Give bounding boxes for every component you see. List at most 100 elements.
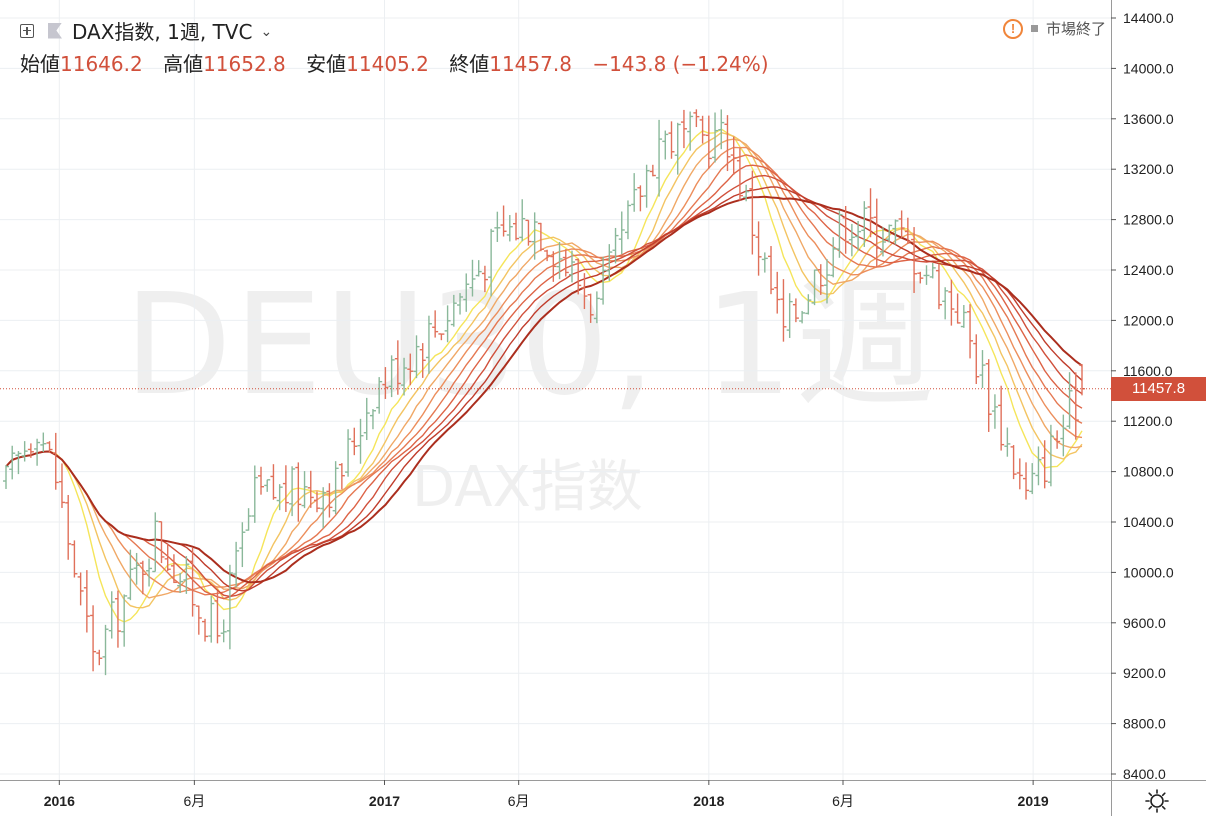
ohlc-bars bbox=[3, 109, 1085, 676]
ma-line-11 bbox=[5, 131, 1083, 609]
ohlc-bar bbox=[102, 624, 109, 676]
ohlc-bar bbox=[935, 263, 942, 310]
ohlc-bar bbox=[699, 115, 706, 144]
x-tick-label: 2018 bbox=[693, 793, 724, 809]
ohlc-bar bbox=[817, 264, 824, 295]
open-label: 始値 bbox=[20, 52, 60, 76]
ohlc-bar bbox=[282, 465, 289, 512]
ohlc-bar bbox=[537, 222, 544, 252]
ohlc-bar bbox=[942, 287, 949, 320]
close-label: 終値 bbox=[449, 52, 490, 76]
ohlc-bar bbox=[911, 227, 918, 293]
market-status[interactable]: ! 市場終了 bbox=[1002, 18, 1106, 39]
y-tick-label: 13200.0 bbox=[1123, 161, 1174, 177]
ohlc-bar bbox=[208, 595, 215, 643]
ohlc-bar bbox=[258, 466, 265, 495]
ohlc-bar bbox=[668, 121, 675, 159]
ohlc-bar bbox=[438, 333, 445, 341]
y-tick-label: 13600.0 bbox=[1123, 111, 1174, 127]
ohlc-bar bbox=[712, 112, 719, 163]
ohlc-bar bbox=[158, 521, 165, 564]
ohlc-bar bbox=[195, 605, 202, 635]
ohlc-bar bbox=[1016, 458, 1023, 490]
ohlc-bar bbox=[83, 570, 90, 633]
ohlc-bar bbox=[886, 224, 893, 243]
ohlc-bar bbox=[338, 463, 345, 490]
ohlc-bar bbox=[892, 219, 899, 245]
y-tick-label: 10800.0 bbox=[1123, 464, 1174, 480]
ohlc-bar bbox=[967, 304, 974, 359]
gear-icon[interactable] bbox=[1144, 788, 1170, 814]
grid bbox=[0, 0, 1111, 780]
ohlc-bar bbox=[612, 227, 619, 264]
high-value: 11652.8 bbox=[203, 52, 286, 76]
ohlc-bar bbox=[183, 556, 190, 594]
ohlc-bar bbox=[413, 335, 420, 379]
ohlc-bar bbox=[500, 205, 507, 237]
ohlc-bar bbox=[506, 215, 513, 242]
ohlc-bar bbox=[270, 464, 277, 500]
ohlc-bar bbox=[1010, 445, 1017, 480]
ohlc-bar bbox=[164, 543, 171, 572]
ma-line-29 bbox=[5, 186, 1083, 592]
ohlc-bar bbox=[295, 462, 302, 522]
ohlc-bar bbox=[624, 200, 631, 240]
ohlc-bar bbox=[432, 310, 439, 338]
open-value: 11646.2 bbox=[60, 52, 143, 76]
ohlc-bar bbox=[34, 438, 41, 466]
ohlc-bar bbox=[923, 265, 930, 285]
ohlc-bar bbox=[214, 591, 221, 644]
low-value: 11405.2 bbox=[346, 52, 429, 76]
ohlc-bar bbox=[960, 305, 967, 328]
ohlc-bar bbox=[743, 184, 750, 202]
ma-line-14 bbox=[5, 138, 1083, 599]
y-tick-label: 12400.0 bbox=[1123, 262, 1174, 278]
ohlc-bar bbox=[233, 541, 240, 588]
ohlc-bar bbox=[1029, 463, 1036, 495]
high-label: 高値 bbox=[163, 52, 204, 76]
ohlc-bar bbox=[139, 560, 146, 595]
y-tick-label: 12000.0 bbox=[1123, 312, 1174, 328]
ohlc-bar bbox=[575, 258, 582, 295]
symbol-title[interactable]: DAX指数, 1週, TVC bbox=[72, 20, 253, 44]
y-tick-label: 14000.0 bbox=[1123, 60, 1174, 76]
ohlc-bar bbox=[587, 293, 594, 323]
ohlc-bar bbox=[606, 244, 613, 281]
ohlc-bar bbox=[693, 109, 700, 128]
ohlc-bar bbox=[15, 451, 22, 475]
ohlc-bar bbox=[618, 211, 625, 255]
collapse-toggle-icon[interactable] bbox=[20, 23, 34, 38]
ohlc-bar bbox=[1047, 424, 1054, 487]
ohlc-bar bbox=[170, 554, 177, 584]
ohlc-bar bbox=[991, 394, 998, 429]
legend-symbol-row[interactable]: DAX指数, 1週, TVC ⌄ bbox=[20, 16, 272, 45]
ohlc-bar bbox=[313, 491, 320, 513]
ohlc-bar bbox=[1054, 430, 1061, 449]
ohlc-bar bbox=[662, 130, 669, 160]
ohlc-bar bbox=[855, 221, 862, 251]
ohlc-bar bbox=[556, 242, 563, 280]
ohlc-bar bbox=[494, 211, 501, 242]
close-value: 11457.8 bbox=[489, 52, 572, 76]
ohlc-bar bbox=[674, 122, 681, 175]
exclamation-circle-icon[interactable]: ! bbox=[1002, 18, 1023, 39]
ohlc-bar bbox=[917, 271, 924, 284]
ohlc-bar bbox=[481, 265, 488, 293]
ohlc-bar bbox=[289, 466, 296, 517]
chevron-down-icon[interactable]: ⌄ bbox=[260, 23, 273, 40]
ohlc-bar bbox=[90, 605, 97, 672]
ohlc-bar bbox=[550, 251, 557, 282]
ohlc-bar bbox=[1041, 440, 1048, 489]
ohlc-bar bbox=[873, 198, 880, 267]
ohlc-bar bbox=[326, 483, 333, 518]
ohlc-bar bbox=[830, 237, 837, 278]
ohlc-bar bbox=[755, 221, 762, 276]
ohlc-bar bbox=[345, 429, 352, 477]
ohlc-bar bbox=[177, 572, 184, 594]
ohlc-bar bbox=[531, 212, 538, 260]
ohlc-bar bbox=[879, 227, 886, 257]
ohlc-bar bbox=[730, 136, 737, 175]
ohlc-bar bbox=[407, 353, 414, 386]
ohlc-bar bbox=[114, 590, 121, 648]
